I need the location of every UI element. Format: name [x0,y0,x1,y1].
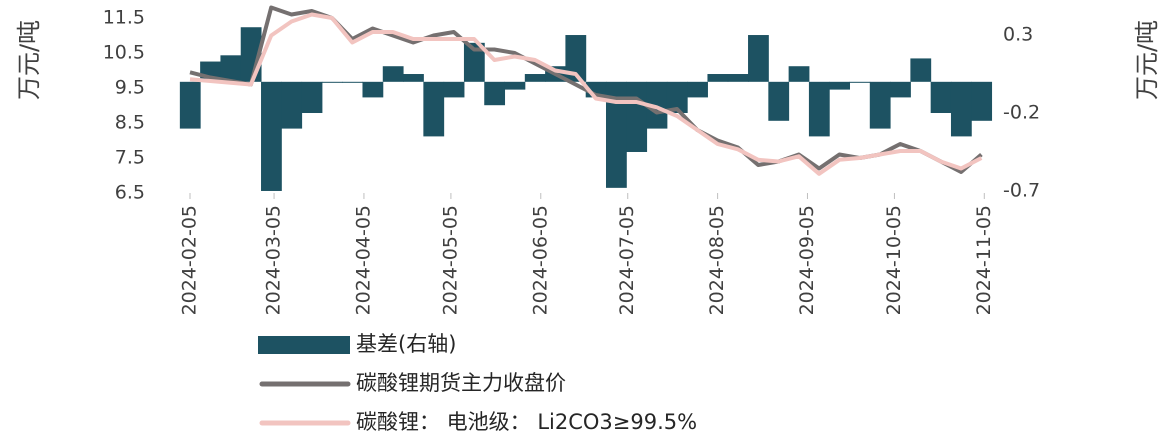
x-tick-label: 2024-03-05 [263,205,285,315]
bar [869,81,891,129]
y-tick-label: 10.5 [103,42,145,64]
legend-swatch [258,336,350,354]
bar [321,81,343,83]
bar [829,81,851,90]
bar [484,81,506,106]
bar [261,81,282,191]
bar [281,81,303,129]
bar [443,81,465,98]
y-tick-label: 8.5 [115,112,145,134]
bar [220,55,242,82]
bar [362,81,384,98]
bar [301,81,323,114]
bar [463,42,485,82]
bar [748,35,769,82]
legend-label: 碳酸锂： 电池级： Li2CO3≥99.5% [356,410,697,434]
bar [666,81,688,114]
y2-axis-title: 万元/吨 [1133,20,1161,100]
bar [504,81,526,90]
bar [768,81,790,121]
x-tick-label: 2024-07-05 [616,205,638,315]
x-tick-label: 2024-09-05 [796,205,818,315]
legend-label: 碳酸锂期货主力收盘价 [356,371,566,395]
x-tick-label: 2024-02-05 [179,205,201,315]
bar [950,81,972,137]
legend-label: 基差(右轴) [356,332,456,356]
bar [808,81,830,137]
x-tick-label: 2024-04-05 [352,205,374,315]
x-tick-label: 2024-08-05 [706,205,728,315]
y-tick-label: 6.5 [115,182,145,204]
bar [971,81,993,121]
bar [626,81,648,152]
bar [565,35,587,82]
bar [890,81,911,98]
y-tick-label: 9.5 [115,77,145,99]
bar [910,58,932,82]
x-tick-label: 2024-10-05 [883,205,905,315]
bar [788,66,810,82]
bar [849,81,871,83]
bar [403,74,424,82]
line [189,12,983,176]
bar [179,81,201,129]
x-tick-label: 2024-06-05 [529,205,551,315]
bar [930,81,952,114]
bar [342,81,363,83]
plot-area [179,5,993,191]
bar [646,81,668,129]
y2-tick-label: -0.2 [1003,102,1040,124]
bar [524,74,546,82]
bar [423,81,445,137]
bar [707,74,729,82]
bar [687,81,708,98]
x-tick-label: 2024-05-05 [439,205,461,315]
y2-tick-label: -0.7 [1003,179,1040,201]
y-tick-label: 11.5 [103,7,145,29]
y2-tick-label: 0.3 [1003,24,1033,46]
bar [382,66,404,82]
x-tick-label: 2024-11-05 [973,205,995,315]
y-axis-title: 万元/吨 [15,20,43,100]
bar [605,81,627,188]
bar [727,74,749,82]
y-tick-label: 7.5 [115,147,145,169]
